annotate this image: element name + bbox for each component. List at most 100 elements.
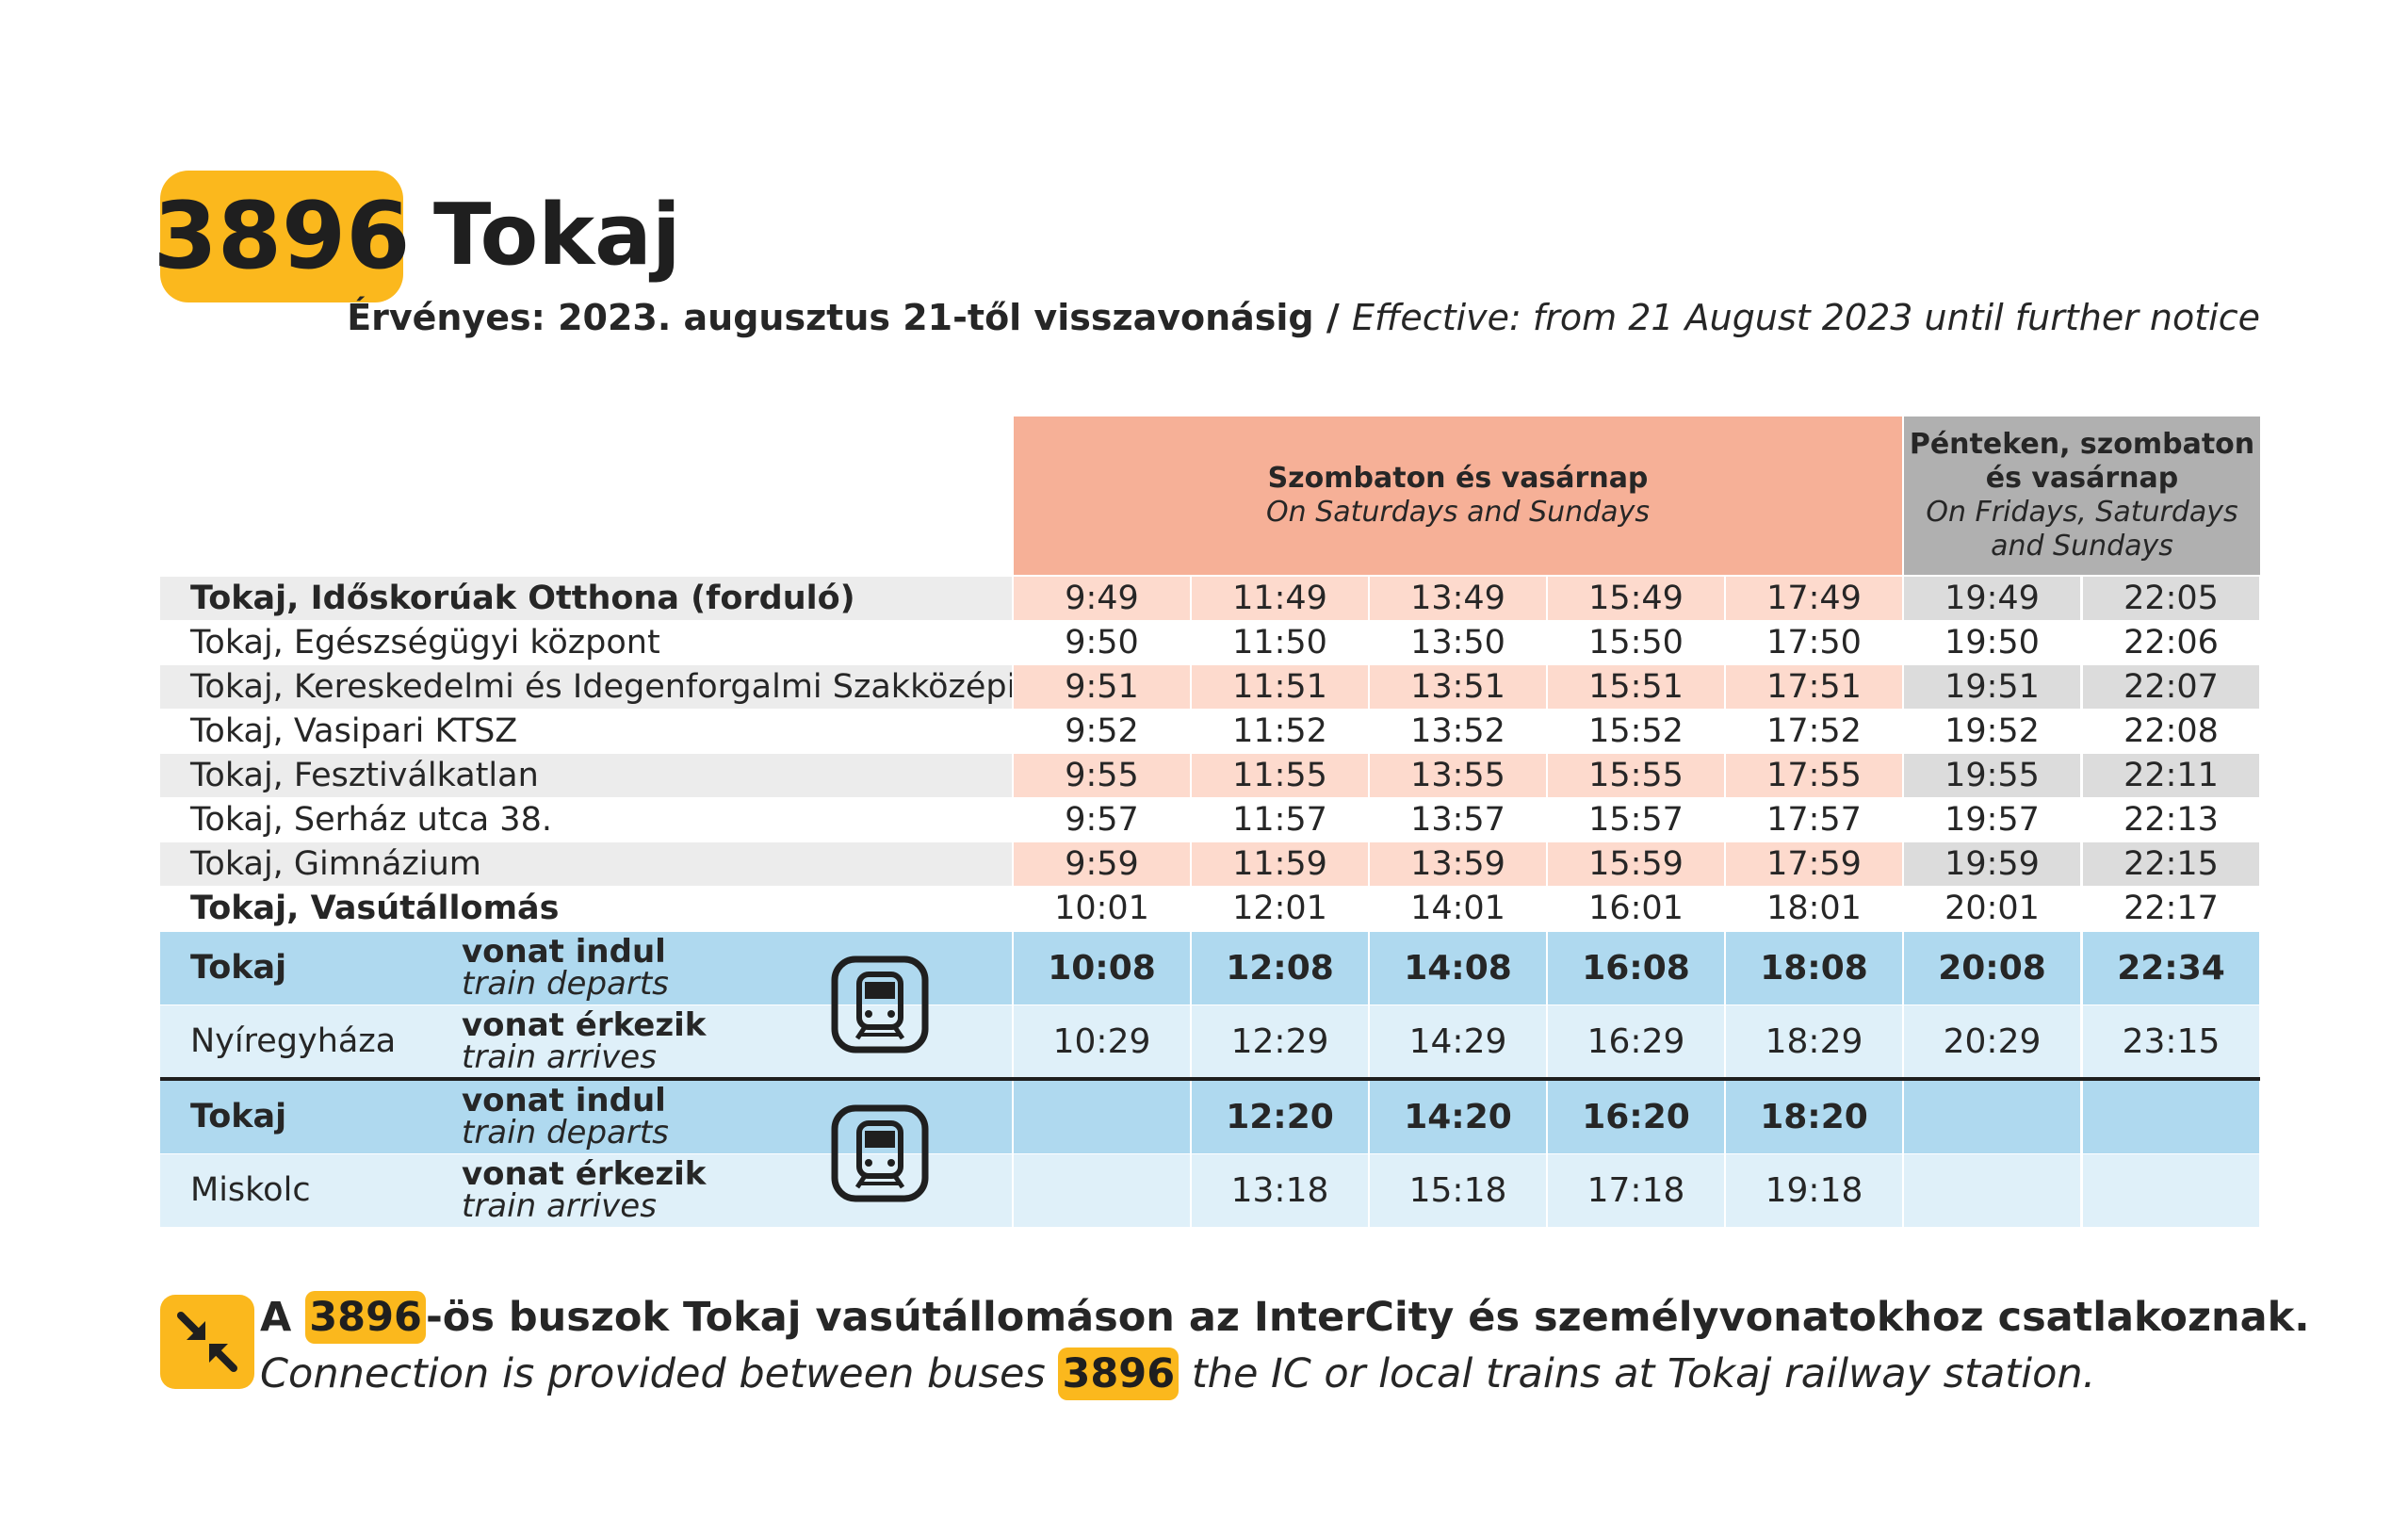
train-time: 18:29 [1726,1005,1902,1078]
stop-time: 22:17 [2123,890,2219,927]
stop-name: Tokaj, Serház utca 38. [190,801,552,839]
stop-time: 17:57 [1766,801,1862,839]
train-time: 16:08 [1548,932,1724,1004]
stop-time: 22:11 [2083,754,2259,797]
stop-name: Tokaj, Egészségügyi központ [190,624,660,662]
stop-time: 13:49 [1370,577,1546,620]
stop-name: Tokaj, Időskorúak Otthona (forduló) [160,577,1012,620]
stop-time: 15:51 [1548,665,1724,709]
train-time: 17:18 [1548,1154,1724,1227]
header-fri-weekend-hu-1: Pénteken, szombaton [1909,428,2255,461]
stop-time: 19:51 [1904,665,2080,709]
stop-time: 17:59 [1726,842,1902,886]
train-icon [831,956,929,1054]
stop-time: 9:57 [1065,801,1139,839]
stop-time: 19:59 [1904,842,2080,886]
stop-time: 11:50 [1232,624,1327,662]
train-arrive-row: Nyíregyháza vonat érkezik train arrives 10:… [160,1005,2260,1078]
stop-time: 15:57 [1588,801,1684,839]
stop-name: Tokaj, Kereskedelmi és Idegenforgalmi Sz… [160,665,1012,709]
stop-row: Tokaj, Vasipari KTSZ 9:52 11:52 13:52 15:52 1… [160,710,2260,753]
stop-time: 19:50 [1944,624,2040,662]
stop-time: 15:59 [1548,842,1724,886]
note-hu-badge: 3896 [305,1291,426,1344]
stop-time: 22:06 [2123,624,2219,662]
train-time: 23:15 [2083,1005,2259,1078]
stop-row: Tokaj, Időskorúak Otthona (forduló) 9:49 1… [160,577,2260,620]
stop-time: 11:52 [1232,712,1327,750]
train-label: vonat indul train departs [462,1085,669,1149]
train-time: 10:08 [1014,932,1190,1004]
header-weekend-hu: Szombaton és vasárnap [1267,462,1649,495]
train-time: 20:29 [1904,1005,2080,1078]
header-fri-weekend-en-1: On Fridays, Saturdays [1926,496,2238,529]
stop-time: 11:57 [1232,801,1327,839]
train-time: 18:20 [1726,1081,1902,1153]
stop-time: 19:49 [1904,577,2080,620]
divider [160,1077,2260,1081]
stop-time: 16:01 [1588,890,1684,927]
route-destination: Tokaj [433,186,681,285]
train-time: 22:34 [2083,932,2259,1004]
train-time: 14:08 [1370,932,1546,1004]
train-depart-row: Tokaj vonat indul train departs 12:20 14:20 1… [160,1081,2260,1153]
stop-time: 9:51 [1014,665,1190,709]
note-en-badge: 3896 [1058,1348,1180,1400]
header-weekend-en: On Saturdays and Sundays [1266,496,1650,529]
train-time: 12:29 [1192,1005,1368,1078]
connection-icon [160,1295,254,1389]
train-time: 20:08 [1904,932,2080,1004]
validity-en: Effective: from 21 August 2023 until fur… [1351,297,2260,338]
stop-time: 10:01 [1054,890,1149,927]
train-time [1014,1154,1190,1227]
validity-line: Érvényes: 2023. augusztus 21-től visszav… [347,294,2260,341]
stop-time: 13:52 [1410,712,1505,750]
stop-row: Tokaj, Kereskedelmi és Idegenforgalmi Sz… [160,665,2260,709]
train-time: 19:18 [1726,1154,1902,1227]
stop-time: 18:01 [1766,890,1862,927]
train-label-en: train departs [462,1114,669,1152]
train-time: 18:08 [1726,932,1902,1004]
train-time: 16:20 [1548,1081,1724,1153]
stop-time: 9:59 [1014,842,1190,886]
stop-row: Tokaj, Vasútállomás 10:01 12:01 14:01 16:01 1… [160,887,2260,930]
header-fri-weekend-hu-2: és vasárnap [1985,462,2179,495]
train-label: vonat érkezik train arrives [462,1009,706,1073]
stop-row: Tokaj, Fesztiválkatlan 9:55 11:55 13:55 15:5… [160,754,2260,797]
stop-time: 9:52 [1065,712,1139,750]
train-city: Tokaj [190,949,287,987]
train-time: 13:18 [1192,1154,1368,1227]
route-number-badge: 3896 [154,171,410,302]
stop-time: 17:52 [1766,712,1862,750]
train-time: 15:18 [1370,1154,1546,1227]
stop-time: 15:55 [1548,754,1724,797]
train-city: Tokaj [190,1098,287,1135]
stop-time: 9:50 [1065,624,1139,662]
stop-time: 22:15 [2083,842,2259,886]
stop-time: 11:51 [1192,665,1368,709]
stop-time: 13:59 [1370,842,1546,886]
train-time: 14:29 [1370,1005,1546,1078]
train-label-area [160,1154,1012,1227]
stop-time: 19:57 [1944,801,2040,839]
stop-time: 13:55 [1370,754,1546,797]
validity-hu: Érvényes: 2023. augusztus 21-től visszav… [347,297,1314,338]
stop-time: 9:49 [1014,577,1190,620]
stop-time: 15:52 [1588,712,1684,750]
stop-time: 17:49 [1726,577,1902,620]
train-city: Nyíregyháza [190,1022,397,1060]
train-label-en: train departs [462,965,669,1003]
stop-name: Tokaj, Fesztiválkatlan [160,754,1012,797]
train-label-hu: vonat indul [462,1082,666,1119]
train-city: Miskolc [190,1171,311,1209]
header-fri-weekend-en-2: and Sundays [1991,530,2173,563]
stop-time: 22:05 [2083,577,2259,620]
train-arrive-row: Miskolc vonat érkezik train arrives 13:18 15… [160,1154,2260,1227]
stop-time: 13:57 [1410,801,1505,839]
train-label-hu: vonat indul [462,933,666,971]
train-time: 10:29 [1014,1005,1190,1078]
train-time [1014,1081,1190,1153]
note-en: Connection is provided between buses 389… [260,1348,2095,1400]
note-hu: A 3896-ös buszok Tokaj vasútállomáson az… [260,1291,2310,1344]
stop-time: 19:52 [1944,712,2040,750]
